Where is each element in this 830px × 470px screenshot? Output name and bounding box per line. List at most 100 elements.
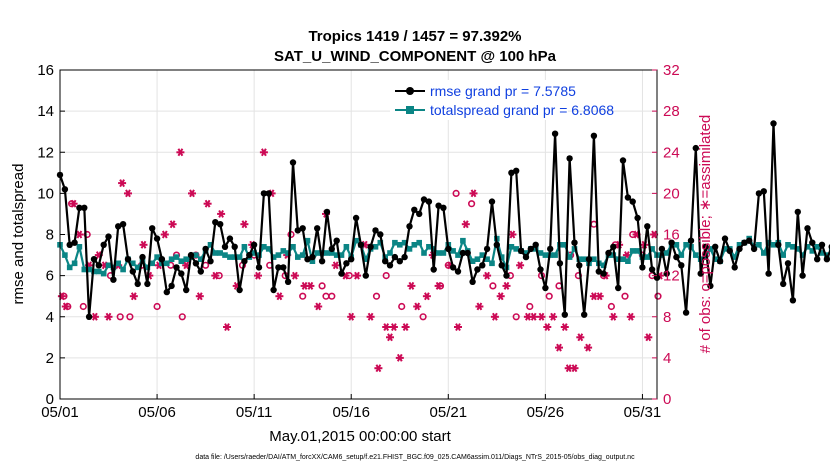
obs-assimilated-point	[139, 240, 148, 249]
y-tick-label: 16	[37, 62, 54, 79]
obs-possible-point	[79, 302, 87, 311]
rmse-point	[241, 258, 248, 265]
totalspread-point	[523, 250, 529, 256]
obs-possible-point	[153, 302, 161, 311]
rmse-point	[197, 268, 204, 275]
obs-assimilated-point	[118, 179, 127, 188]
rmse-point	[445, 245, 452, 253]
rmse-point	[469, 278, 476, 285]
rmse-point	[760, 188, 767, 195]
rmse-point	[367, 243, 374, 250]
obs-assimilated-point	[61, 302, 70, 311]
rmse-point	[343, 260, 350, 267]
rmse-point	[221, 243, 229, 250]
totalspread-point	[212, 250, 219, 256]
totalspread-point	[576, 256, 583, 262]
totalspread-point	[683, 242, 689, 248]
rmse-point	[304, 256, 311, 263]
obs-assimilated-point	[413, 302, 422, 311]
rmse-point	[357, 241, 365, 248]
rmse-point	[144, 280, 151, 288]
rmse-point	[498, 262, 505, 269]
rmse-point	[153, 235, 161, 242]
obs-assimilated-point	[168, 220, 177, 229]
rmse-point	[183, 286, 190, 294]
totalspread-point	[377, 239, 384, 246]
rmse-point	[401, 253, 408, 261]
totalspread-point	[625, 258, 631, 264]
rmse-point	[158, 256, 166, 263]
rmse-point	[231, 243, 238, 250]
rmse-point	[430, 266, 437, 273]
rmse-point	[265, 190, 272, 197]
obs-assimilated-point	[496, 292, 505, 301]
obs-possible-point	[126, 313, 134, 321]
rmse-point	[673, 253, 680, 261]
totalspread-point	[387, 250, 393, 256]
rmse-point	[513, 167, 520, 174]
totalspread-point	[275, 252, 282, 258]
rmse-point	[547, 245, 554, 253]
totalspread-point	[115, 260, 121, 267]
series-layer	[56, 120, 830, 373]
totalspread-point	[241, 244, 248, 250]
rmse-point	[178, 270, 185, 277]
totalspread-point	[508, 244, 515, 250]
totalspread-point	[814, 244, 820, 250]
rmse-point	[648, 266, 656, 273]
obs-assimilated-point	[386, 333, 394, 342]
obs-possible-point	[654, 292, 662, 300]
obs-assimilated-point	[626, 312, 635, 321]
y2-tick-label: 32	[663, 62, 680, 79]
obs-possible-point	[545, 292, 553, 300]
rmse-point	[663, 270, 670, 277]
totalspread-point	[411, 242, 418, 248]
rmse-point	[600, 270, 607, 277]
totalspread-point	[455, 252, 461, 258]
totalspread-point	[634, 248, 641, 254]
x-tick-label: 05/11	[236, 404, 272, 421]
legend-marker-totalspread	[406, 106, 414, 114]
rmse-point	[119, 221, 127, 228]
obs-assimilated-point	[176, 148, 185, 157]
totalspread-point	[86, 266, 92, 273]
rmse-point	[818, 241, 826, 248]
rmse-point	[537, 266, 544, 273]
totalspread-point	[513, 246, 519, 252]
rmse-point	[804, 225, 811, 232]
obs-assimilated-point	[529, 312, 538, 321]
rmse-point	[716, 258, 724, 265]
rmse-point	[702, 243, 709, 250]
y-tick-label: 0	[46, 391, 54, 408]
rmse-point	[124, 256, 132, 263]
obs-assimilated-point	[69, 199, 78, 208]
totalspread-point	[372, 244, 379, 250]
footnote: data file: /Users/raeder/DAI/ATM_forcXX/…	[195, 454, 635, 461]
totalspread-point	[663, 250, 670, 256]
rmse-point	[619, 157, 627, 164]
obs-possible-point	[452, 189, 460, 197]
totalspread-point	[71, 260, 78, 267]
rmse-point	[192, 260, 200, 267]
totalspread-point	[105, 262, 112, 269]
totalspread-point	[591, 256, 597, 262]
rmse-point	[634, 214, 641, 222]
totalspread-point	[309, 258, 316, 264]
totalspread-point	[498, 254, 505, 260]
rmse-point	[585, 256, 593, 263]
obs-assimilated-point	[347, 312, 356, 321]
obs-assimilated-point	[570, 364, 579, 373]
y2-tick-label: 8	[663, 309, 671, 326]
totalspread-point	[343, 244, 350, 250]
rmse-point	[187, 251, 195, 259]
rmse-point	[275, 264, 282, 271]
rmse-point	[615, 284, 622, 292]
rmse-point	[309, 253, 316, 261]
totalspread-point	[722, 246, 728, 252]
rmse-point	[712, 243, 719, 250]
rmse-point	[333, 237, 340, 244]
obs-assimilated-point	[254, 271, 262, 280]
obs-assimilated-point	[508, 230, 517, 239]
rmse-point	[610, 243, 617, 250]
obs-assimilated-point	[555, 343, 563, 352]
